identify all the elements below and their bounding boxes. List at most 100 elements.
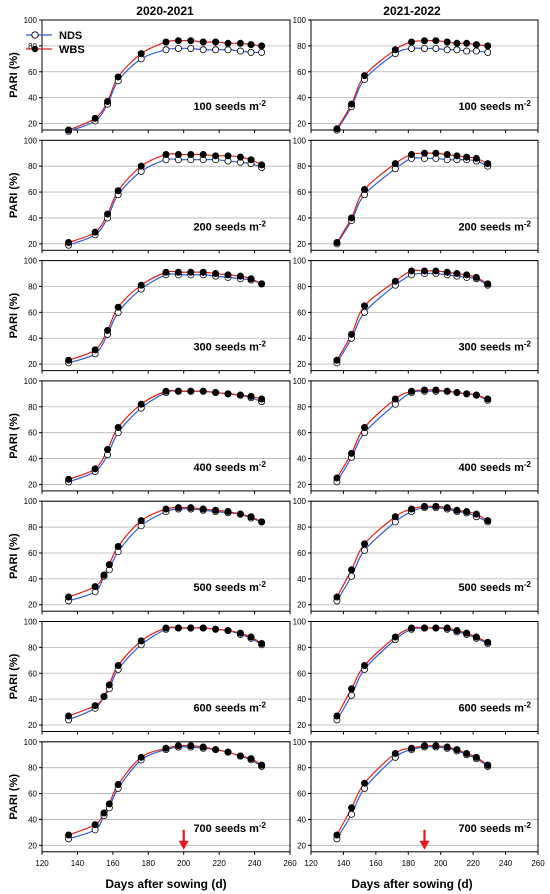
panel-500-col0: 20 40 60 80 100 PARI (%) 500 seeds m-2: [8, 497, 291, 615]
y-tick-label: 80: [297, 42, 306, 51]
data-point-wbs: [224, 627, 232, 635]
plot-frame: [41, 139, 291, 251]
data-point-wbs: [114, 303, 122, 311]
data-point-wbs: [174, 387, 182, 395]
data-point-wbs: [348, 214, 356, 222]
y-axis-label: PARI (%): [8, 292, 20, 338]
plot-frame: [310, 139, 539, 251]
x-tick-label: 180: [402, 859, 416, 868]
y-tick-label: 100: [24, 136, 38, 145]
y-tick-label: 80: [297, 764, 306, 773]
data-point-wbs: [484, 395, 492, 403]
density-label: 700 seeds m-2: [193, 821, 266, 835]
data-point-wbs: [258, 42, 266, 50]
x-axis-label-right: Days after sowing (d): [351, 877, 472, 891]
plot-frame: [310, 19, 539, 131]
data-point-wbs: [484, 517, 492, 525]
data-point-wbs: [247, 41, 255, 49]
column-titles: 2020-2021 2021-2022: [136, 4, 441, 18]
data-point-wbs: [114, 423, 122, 431]
data-point-wbs: [162, 744, 170, 752]
data-point-wbs: [463, 508, 471, 516]
panel-100-col1: 20 40 60 80 100 100 seeds m-2: [293, 16, 539, 134]
data-point-wbs: [443, 743, 451, 751]
y-tick-label: 60: [28, 549, 37, 558]
data-point-wbs: [432, 502, 440, 510]
y-tick-label: 100: [293, 618, 307, 627]
data-point-wbs: [391, 46, 399, 54]
data-point-wbs: [65, 593, 73, 601]
data-point-nds: [162, 46, 170, 54]
y-tick-label: 20: [28, 120, 37, 129]
data-point-wbs: [174, 504, 182, 512]
data-point-wbs: [333, 831, 341, 839]
density-label: 600 seeds m-2: [193, 701, 266, 715]
data-point-wbs: [100, 693, 108, 701]
panels: 20 40 60 80 100 PARI (%) 100 seeds m-2 20 40 60 80…: [8, 16, 545, 868]
data-point-wbs: [472, 41, 480, 49]
density-label: 500 seeds m-2: [458, 580, 531, 594]
x-tick-label: 140: [337, 859, 351, 868]
y-tick-label: 60: [297, 429, 306, 438]
data-point-nds: [187, 44, 195, 52]
y-axis-label: PARI (%): [8, 653, 20, 699]
plot-frame: [310, 500, 539, 612]
y-tick-label: 80: [297, 643, 306, 652]
data-point-wbs: [224, 390, 232, 398]
y-tick-label: 100: [24, 16, 38, 25]
data-point-wbs: [114, 781, 122, 789]
data-point-wbs: [162, 268, 170, 276]
panel-500-col1: 20 40 60 80 100 500 seeds m-2: [293, 497, 539, 615]
panel-700-col0: 20 40 60 80 100 120 140 160 180 200 220 240 260 PARI …: [8, 738, 297, 868]
data-point-wbs: [91, 228, 99, 236]
series-line-wbs: [336, 744, 489, 836]
data-point-wbs: [247, 156, 255, 164]
data-point-wbs: [187, 624, 195, 632]
data-point-wbs: [199, 268, 207, 276]
data-point-wbs: [137, 281, 145, 289]
data-point-wbs: [443, 268, 451, 276]
data-point-wbs: [258, 518, 266, 526]
x-tick-label: 200: [177, 859, 191, 868]
y-tick-label: 100: [293, 377, 307, 386]
data-point-wbs: [391, 160, 399, 168]
data-point-wbs: [361, 779, 369, 787]
y-tick-label: 80: [28, 282, 37, 291]
data-point-wbs: [463, 39, 471, 47]
y-tick-label: 60: [297, 68, 306, 77]
x-tick-label: 260: [531, 859, 545, 868]
data-point-wbs: [199, 743, 207, 751]
panel-400-col0: 20 40 60 80 100 PARI (%) 400 seeds m-2: [8, 377, 291, 494]
sowing-arrow: [419, 829, 430, 850]
y-tick-label: 60: [297, 188, 306, 197]
data-point-wbs: [463, 629, 471, 637]
plot-frame: [310, 380, 539, 492]
y-tick-label: 60: [297, 549, 306, 558]
data-point-nds: [348, 810, 356, 818]
data-point-wbs: [104, 326, 112, 334]
data-point-wbs: [137, 162, 145, 170]
data-point-wbs: [212, 152, 220, 160]
data-point-wbs: [65, 475, 73, 483]
y-tick-label: 80: [297, 282, 306, 291]
data-point-wbs: [348, 330, 356, 338]
data-point-wbs: [174, 151, 182, 159]
data-point-nds: [472, 47, 480, 55]
data-point-wbs: [453, 389, 461, 397]
data-point-wbs: [333, 712, 341, 720]
panel-300-col0: 20 40 60 80 100 PARI (%) 300 seeds m-2: [8, 257, 291, 374]
data-point-wbs: [258, 640, 266, 648]
y-tick-label: 40: [297, 455, 306, 464]
density-label: 400 seeds m-2: [458, 460, 531, 474]
data-point-wbs: [236, 510, 244, 518]
data-point-wbs: [236, 153, 244, 161]
data-point-wbs: [65, 712, 73, 720]
density-label: 700 seeds m-2: [458, 821, 531, 835]
data-point-wbs: [162, 624, 170, 632]
data-point-wbs: [91, 346, 99, 354]
panel-600-col1: 20 40 60 80 100 600 seeds m-2: [293, 618, 539, 735]
data-point-nds: [453, 46, 461, 54]
data-point-nds: [174, 44, 182, 52]
panel-300-col1: 20 40 60 80 100 300 seeds m-2: [293, 257, 539, 374]
data-point-wbs: [432, 37, 440, 45]
